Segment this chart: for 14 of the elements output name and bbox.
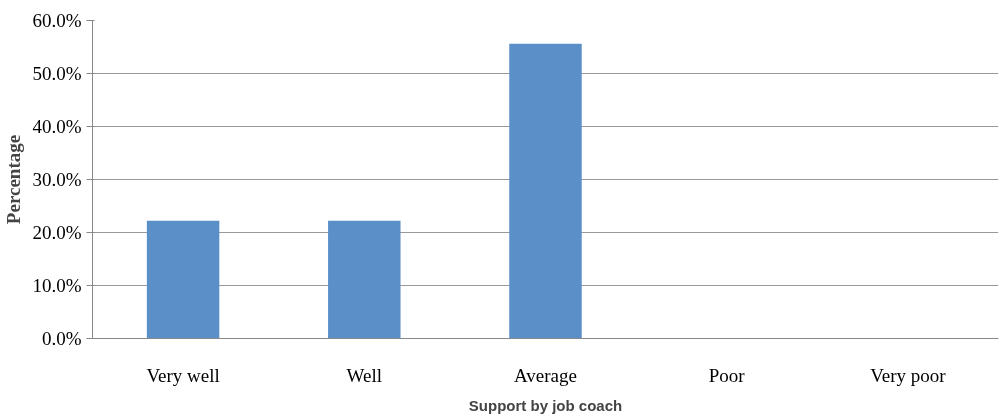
y-axis-title: Percentage [3, 134, 25, 225]
y-tick-label: 40.0% [32, 116, 82, 137]
x-tick-label: Very poor [870, 364, 947, 386]
y-tick-label: 50.0% [32, 63, 82, 84]
y-tick-label: 10.0% [32, 275, 82, 296]
x-tick-label: Very well [146, 364, 220, 386]
y-tick-label: 20.0% [32, 222, 82, 243]
x-tick-label: Well [346, 364, 383, 386]
x-axis-title: Support by job coach [468, 396, 623, 414]
y-tick-label: 60.0% [32, 10, 82, 31]
x-tick-label: Average [514, 364, 577, 386]
x-tick-label: Poor [708, 364, 746, 386]
y-tick-label: 0.0% [41, 328, 82, 349]
y-tick-label: 30.0% [32, 169, 82, 190]
